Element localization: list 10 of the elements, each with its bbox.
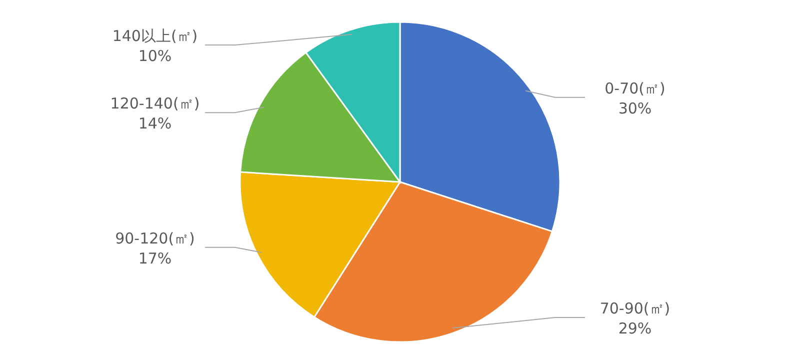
slice-label: 140以上(㎡) [112,27,198,46]
slice-label: 70-90(㎡) [600,299,670,318]
data-label: 29% [618,319,652,338]
slice-label: 90-120(㎡) [115,229,195,248]
data-label: 30% [618,99,652,118]
data-label: 14% [138,114,172,133]
slice-label: 120-140(㎡) [110,94,200,113]
data-label: 10% [138,47,172,66]
data-label: 17% [138,249,172,268]
slice-label: 0-70(㎡) [604,79,666,98]
